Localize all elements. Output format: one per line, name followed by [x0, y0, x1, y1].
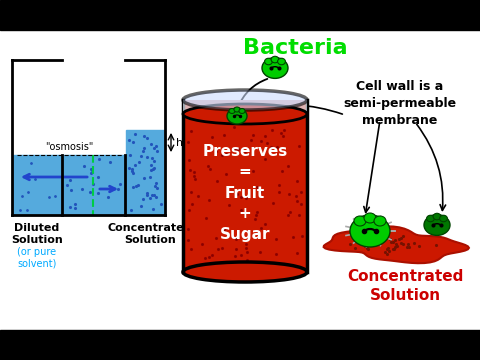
- Text: Concentrated
Solution: Concentrated Solution: [108, 223, 192, 246]
- Polygon shape: [324, 226, 469, 263]
- Ellipse shape: [364, 213, 376, 223]
- Bar: [13, 155, 62, 215]
- Bar: [0, 330, 480, 360]
- Ellipse shape: [374, 216, 386, 226]
- Text: Cell wall is a
semi-permeable
membrane: Cell wall is a semi-permeable membrane: [343, 80, 456, 127]
- Text: h: h: [176, 138, 183, 148]
- Text: Concentrated
Solution: Concentrated Solution: [347, 269, 463, 303]
- Ellipse shape: [183, 262, 307, 282]
- Bar: [183, 100, 307, 114]
- Ellipse shape: [440, 215, 447, 222]
- Ellipse shape: [354, 216, 366, 226]
- Bar: [126, 130, 165, 215]
- Ellipse shape: [227, 108, 247, 124]
- Bar: [62, 155, 125, 215]
- Text: Diluted
Solution: Diluted Solution: [11, 223, 63, 246]
- Ellipse shape: [350, 215, 390, 247]
- Text: Preserves
=
Fruit
+
Sugar: Preserves = Fruit + Sugar: [203, 144, 288, 243]
- Ellipse shape: [277, 58, 286, 65]
- Ellipse shape: [239, 108, 245, 113]
- Ellipse shape: [229, 108, 235, 113]
- Ellipse shape: [183, 90, 307, 110]
- Ellipse shape: [183, 104, 307, 124]
- Text: (or pure
solvent): (or pure solvent): [17, 247, 57, 269]
- Ellipse shape: [433, 213, 441, 220]
- Ellipse shape: [271, 56, 279, 63]
- Ellipse shape: [427, 215, 434, 222]
- Text: "osmosis": "osmosis": [45, 142, 93, 152]
- Ellipse shape: [424, 215, 450, 235]
- Bar: [183, 100, 307, 272]
- Bar: [0, 0, 480, 30]
- Ellipse shape: [234, 107, 240, 112]
- Text: Bacteria: Bacteria: [243, 38, 348, 58]
- Ellipse shape: [264, 58, 272, 65]
- Ellipse shape: [262, 58, 288, 78]
